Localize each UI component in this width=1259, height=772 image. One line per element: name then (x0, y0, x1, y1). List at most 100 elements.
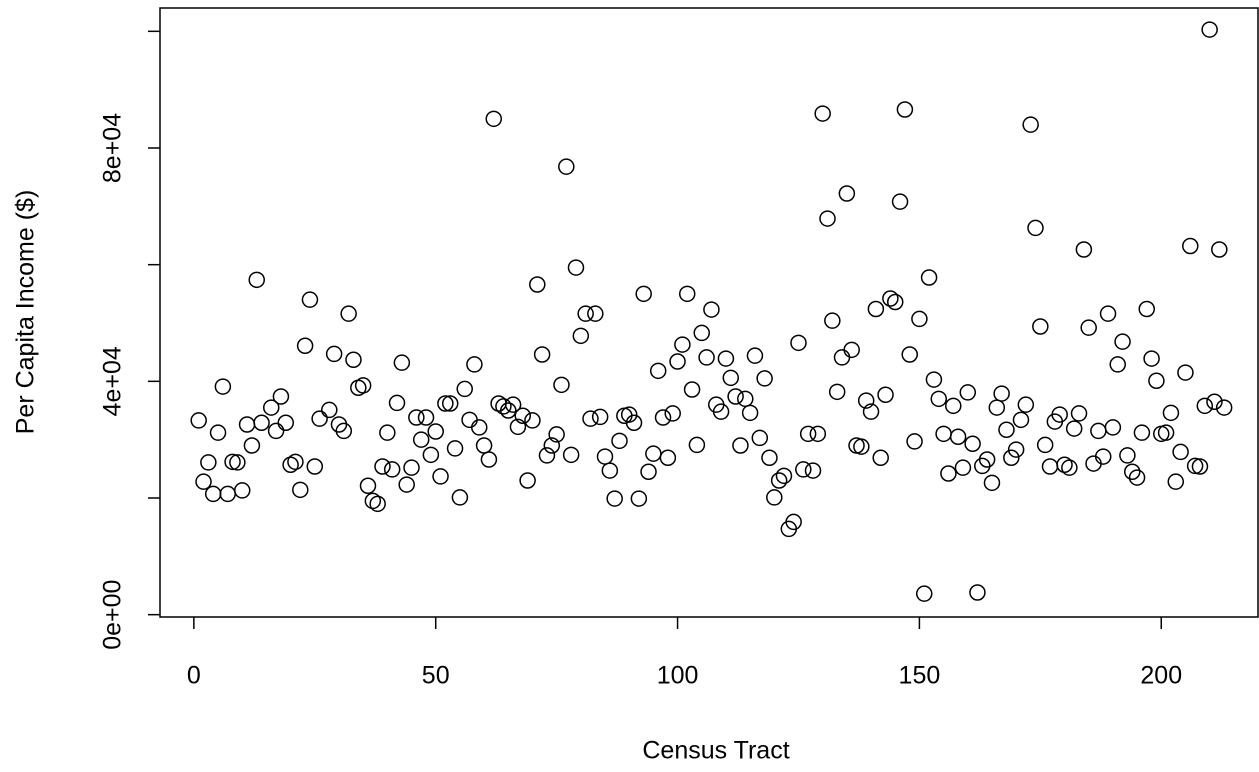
point (911, 310, 928, 328)
point (959, 384, 977, 401)
point (209, 424, 227, 441)
point (606, 490, 623, 507)
point (1143, 350, 1160, 367)
point (548, 426, 565, 443)
point (698, 349, 715, 366)
point (775, 467, 793, 485)
point (1027, 219, 1044, 237)
point (403, 459, 420, 476)
point (630, 490, 648, 507)
point (500, 402, 517, 419)
point (470, 419, 488, 436)
plot-frame (159, 7, 1259, 618)
point (824, 312, 841, 329)
point (272, 388, 290, 405)
point (311, 410, 328, 427)
point (940, 465, 957, 482)
point (485, 110, 503, 128)
point (693, 324, 710, 342)
point (703, 301, 720, 318)
point (1186, 457, 1204, 475)
point (495, 398, 512, 415)
point (577, 305, 594, 322)
point (190, 412, 207, 429)
point (828, 383, 846, 401)
point (625, 414, 643, 431)
point (253, 414, 270, 431)
point (359, 477, 377, 494)
point (833, 349, 851, 366)
point (1032, 318, 1049, 335)
point (383, 461, 401, 478)
point (591, 408, 609, 426)
point (567, 259, 585, 276)
point (504, 396, 522, 413)
point (1017, 396, 1035, 413)
point (195, 473, 212, 490)
point (1041, 458, 1059, 475)
point (1080, 319, 1097, 336)
point (1070, 405, 1088, 422)
point (369, 495, 386, 513)
point (1065, 420, 1083, 437)
point (432, 468, 449, 485)
point (795, 461, 812, 478)
point (746, 347, 764, 364)
point (1138, 300, 1155, 318)
point (248, 271, 265, 289)
point (872, 449, 889, 466)
point (640, 463, 657, 480)
point (799, 425, 817, 443)
point (1022, 116, 1039, 133)
point (422, 446, 440, 464)
point (915, 585, 933, 602)
point (466, 356, 483, 373)
point (649, 362, 667, 380)
x-tick-label: 0 (187, 662, 201, 690)
point (756, 370, 773, 387)
y-axis-label: Per Capita Income ($) (12, 190, 40, 435)
point (654, 409, 672, 426)
point (804, 462, 822, 479)
point (998, 421, 1015, 438)
point (1128, 469, 1146, 486)
point (964, 435, 981, 452)
point (200, 454, 217, 471)
point (732, 437, 749, 454)
point (514, 407, 532, 424)
point (292, 481, 309, 499)
point (393, 354, 411, 371)
point (461, 411, 478, 429)
point (427, 423, 444, 440)
point (862, 403, 880, 420)
point (949, 428, 967, 445)
point (398, 476, 415, 493)
point (596, 448, 614, 465)
point (857, 392, 875, 409)
point (335, 422, 353, 440)
point (993, 385, 1010, 402)
point (451, 489, 469, 506)
point (572, 327, 590, 345)
point (214, 378, 232, 395)
point (620, 406, 638, 423)
point (204, 485, 222, 503)
point (263, 399, 280, 416)
point (751, 429, 769, 447)
point (814, 105, 831, 122)
point (819, 210, 836, 227)
point (770, 472, 788, 489)
point (1148, 372, 1165, 389)
point (838, 185, 856, 202)
point (886, 293, 904, 311)
point (345, 351, 362, 368)
point (664, 405, 681, 422)
point (1104, 419, 1122, 436)
y-tick-label: 8e+04 (99, 113, 127, 183)
x-tick-label: 100 (657, 662, 699, 690)
point (301, 291, 319, 308)
point (238, 416, 256, 433)
point (277, 414, 295, 431)
point (906, 433, 923, 450)
